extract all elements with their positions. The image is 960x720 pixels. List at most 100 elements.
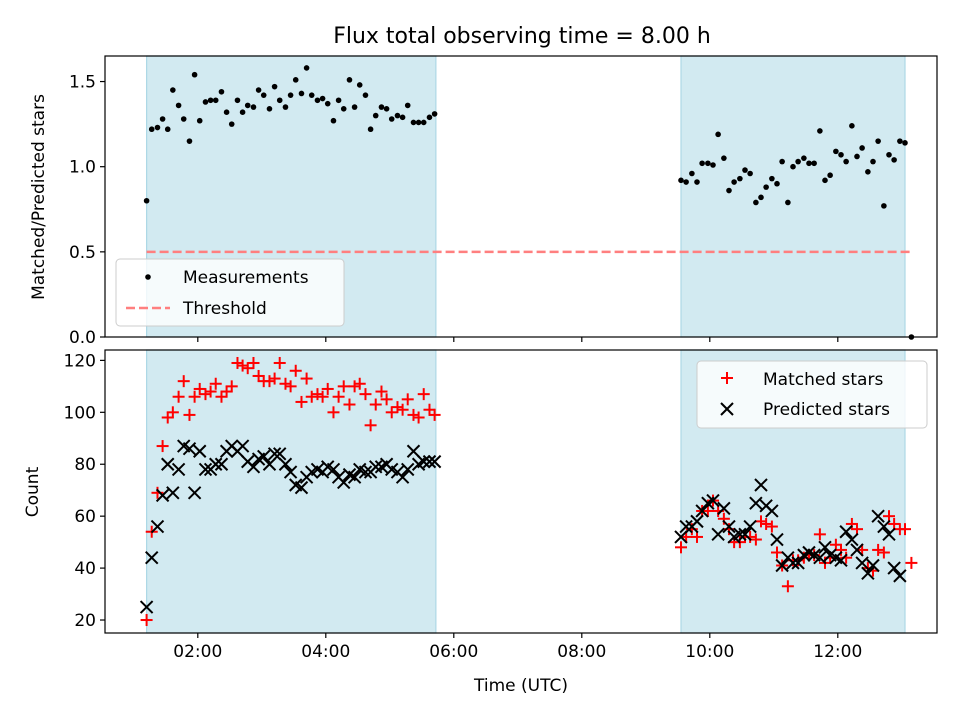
measurement-point: [394, 112, 401, 119]
predicted-star-point: [417, 454, 431, 469]
measurement-point: [244, 102, 251, 109]
ratio-y-tick-label: 1.0: [69, 158, 96, 178]
ratio-y-tick-label: 1.5: [69, 73, 96, 93]
predicted-star-point: [267, 447, 282, 461]
predicted-star-point: [246, 460, 261, 474]
matched-star-point: [332, 390, 345, 403]
matched-star-point: [183, 408, 196, 421]
measurement-point: [218, 88, 225, 95]
predicted-star-point: [679, 519, 693, 534]
measurement-point: [191, 71, 198, 78]
measurement-point: [186, 138, 193, 144]
measurement-point: [234, 97, 241, 104]
matched-star-point: [364, 419, 377, 432]
matched-star-point: [220, 385, 233, 398]
predicted-star-point: [161, 457, 175, 471]
measurement-point: [822, 177, 828, 184]
matched-star-point: [140, 614, 153, 627]
matched-star-point: [268, 372, 281, 385]
legend-matched-label: Matched stars: [763, 370, 883, 390]
ratio-legend: Measurements Threshold: [115, 258, 345, 327]
matched-star-point: [193, 382, 206, 395]
counts-y-axis-label: Count: [23, 466, 43, 517]
matched-star-point: [236, 359, 249, 372]
predicted-star-point: [427, 454, 442, 469]
measurement-point: [790, 163, 796, 170]
matched-star-point: [161, 411, 174, 424]
measurement-point: [731, 179, 737, 185]
measurement-point: [705, 160, 711, 167]
counts-observing-window-1: [146, 349, 437, 634]
count-points: [139, 356, 918, 627]
ratio-axes-frame: [104, 55, 938, 338]
measurement-point: [303, 65, 310, 71]
matched-star-point: [156, 440, 169, 453]
measurement-point: [753, 199, 759, 206]
measurement-point: [330, 117, 337, 124]
predicted-star-point: [139, 600, 154, 614]
matched-star-point: [273, 356, 286, 369]
measurement-point: [420, 119, 427, 126]
measurement-point: [678, 177, 684, 184]
matched-star-point: [845, 517, 858, 530]
matched-star-point: [188, 390, 201, 403]
matched-star-point: [241, 362, 254, 375]
matched-star-point: [423, 403, 436, 416]
predicted-star-point: [369, 460, 383, 474]
measurement-point: [372, 112, 379, 119]
measurement-point: [324, 100, 331, 107]
measurement-point: [175, 102, 182, 109]
matched-star-point: [749, 533, 762, 546]
measurement-point: [255, 87, 262, 93]
matched-star-point: [675, 541, 687, 554]
predicted-star-point: [406, 444, 421, 458]
measurement-point: [721, 155, 727, 161]
predicted-star-point: [257, 449, 271, 464]
predicted-star-point: [893, 569, 907, 583]
measurement-point: [276, 97, 283, 104]
matched-star-point: [215, 390, 228, 403]
counts-y-tick-label: 120: [64, 351, 96, 371]
matched-star-point: [369, 398, 382, 411]
x-tick-label: 02:00: [173, 642, 222, 662]
ratio-x-ticks: [197, 337, 839, 342]
measurement-point: [383, 105, 390, 112]
matched-star-point: [840, 551, 853, 564]
matched-star-point: [417, 388, 430, 401]
matched-star-point: [348, 380, 361, 393]
measurement-point: [159, 116, 166, 122]
measurement-point: [404, 102, 411, 109]
measurement-point: [843, 158, 849, 165]
predicted-star-point: [813, 550, 827, 565]
matched-star-point: [407, 408, 420, 421]
measurement-point: [699, 160, 705, 167]
measurement-point: [292, 77, 299, 83]
measurement-point: [886, 151, 892, 158]
measurement-point: [817, 128, 823, 134]
matched-star-point: [755, 515, 767, 528]
predicted-star-point: [193, 444, 207, 458]
measurement-point: [854, 153, 860, 160]
matched-star-point: [760, 517, 773, 530]
measurement-point: [811, 160, 817, 167]
matched-star-point: [231, 356, 244, 369]
matched-star-point: [781, 580, 794, 593]
measurement-point: [769, 175, 775, 182]
measurement-point: [763, 184, 769, 190]
measurement-point: [250, 104, 257, 110]
measurement-point: [742, 167, 748, 173]
matched-star-point: [391, 401, 404, 414]
matched-star-point: [295, 395, 308, 408]
predicted-star-point: [775, 558, 789, 573]
predicted-star-point: [278, 457, 293, 471]
measurement-points: [143, 65, 915, 340]
measurement-point: [399, 114, 406, 121]
counts-y-tick-label: 100: [64, 403, 96, 423]
predicted-star-point: [695, 504, 709, 518]
matched-star-point: [311, 388, 324, 401]
matched-star-point: [359, 388, 372, 401]
predicted-star-point: [401, 462, 415, 477]
predicted-star-point: [722, 519, 736, 534]
legend-matched-marker: [721, 372, 733, 384]
